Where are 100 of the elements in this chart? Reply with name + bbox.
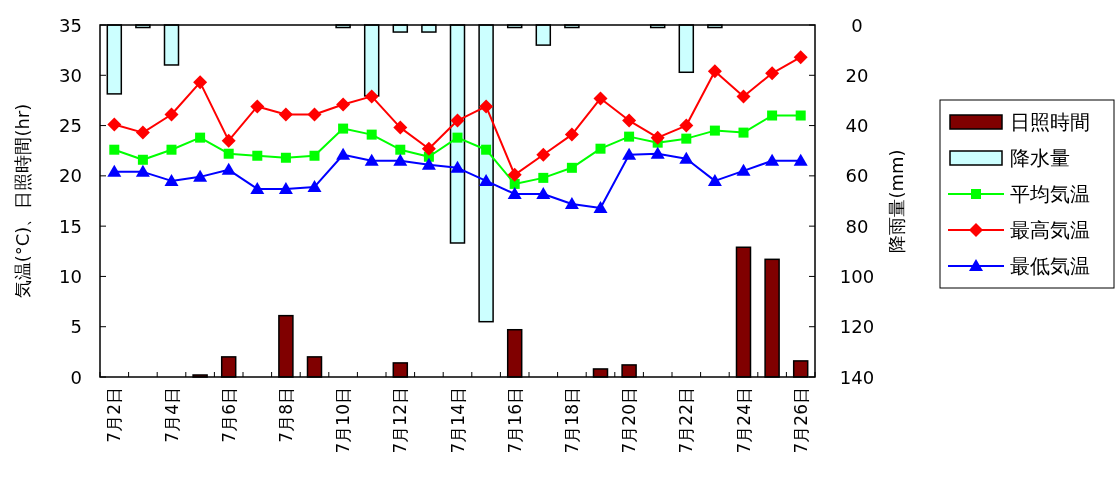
point: [622, 113, 637, 128]
y2-tick-label: 140: [839, 366, 875, 388]
point: [707, 173, 722, 186]
y-tick-label: 15: [59, 215, 82, 237]
point: [538, 172, 549, 183]
x-tick-label: 7月2日: [104, 387, 125, 443]
point: [765, 153, 780, 166]
y-tick-label: 0: [70, 366, 82, 388]
x-tick-label: 7月22日: [676, 387, 697, 454]
point: [767, 110, 778, 121]
point: [479, 99, 494, 114]
point: [564, 197, 579, 210]
point: [278, 107, 293, 122]
point: [736, 89, 751, 104]
point: [566, 162, 577, 173]
y-tick-label: 35: [59, 14, 82, 36]
y2-tick-label: 60: [845, 165, 869, 187]
point: [679, 118, 694, 133]
point: [309, 150, 320, 161]
point: [364, 153, 379, 166]
point: [252, 150, 263, 161]
y2-tick-label: 100: [839, 265, 875, 287]
point: [793, 50, 808, 65]
point: [366, 129, 377, 140]
point: [738, 127, 749, 138]
x-tick-label: 7月12日: [390, 387, 411, 454]
y2-axis-title: 降雨量(mm): [885, 149, 907, 253]
y-tick-label: 5: [70, 316, 82, 338]
point: [250, 181, 265, 194]
point: [223, 148, 234, 159]
point: [679, 151, 694, 164]
point: [452, 132, 463, 143]
point: [624, 131, 635, 142]
point: [421, 141, 436, 156]
point: [137, 154, 148, 165]
legend-label: 最高気温: [1010, 218, 1090, 242]
point: [681, 133, 692, 144]
legend-label: 平均気温: [1010, 182, 1090, 206]
point: [221, 162, 236, 175]
x-tick-label: 7月14日: [447, 387, 468, 454]
point: [595, 143, 606, 154]
point: [481, 144, 492, 155]
point: [536, 147, 551, 162]
point: [135, 125, 150, 140]
y-axis-title: 気温(°C)、日照時間(hr): [11, 103, 33, 299]
x-tick-label: 7月10日: [333, 387, 354, 454]
point: [336, 97, 351, 112]
point: [107, 117, 122, 132]
y-tick-label: 30: [59, 64, 82, 86]
x-tick-label: 7月8日: [275, 387, 296, 443]
x-tick-label: 7月6日: [218, 387, 239, 443]
point: [307, 107, 322, 122]
y2-tick-label: 0: [851, 14, 863, 36]
point: [795, 110, 806, 121]
point: [280, 152, 291, 163]
point: [221, 133, 236, 148]
y2-tick-label: 40: [845, 115, 869, 137]
point: [650, 146, 665, 159]
point: [393, 120, 408, 135]
point: [421, 157, 436, 170]
point: [622, 147, 637, 160]
point: [164, 107, 179, 122]
point: [338, 123, 349, 134]
y2-tick-label: 20: [845, 64, 869, 86]
point: [479, 173, 494, 186]
point: [166, 144, 177, 155]
point: [593, 201, 608, 214]
point: [736, 163, 751, 176]
y2-tick-label: 80: [845, 215, 869, 237]
x-tick-label: 7月4日: [161, 387, 182, 443]
y2-tick-label: 120: [839, 316, 875, 338]
point: [336, 147, 351, 160]
point: [564, 127, 579, 142]
point: [250, 99, 265, 114]
point: [395, 144, 406, 155]
x-tick-label: 7月18日: [561, 387, 582, 454]
point: [135, 164, 150, 177]
point: [765, 66, 780, 81]
point: [450, 113, 465, 128]
point: [709, 125, 720, 136]
point: [278, 181, 293, 194]
legend-label: 最低気温: [1010, 254, 1090, 278]
y-tick-label: 10: [59, 265, 82, 287]
point: [536, 186, 551, 199]
point: [450, 160, 465, 173]
point: [707, 64, 722, 79]
point: [793, 153, 808, 166]
point: [107, 164, 122, 177]
point: [195, 132, 206, 143]
point: [507, 167, 522, 182]
legend-label: 降水量: [1010, 146, 1070, 170]
y-tick-label: 25: [59, 115, 82, 137]
point: [307, 179, 322, 192]
x-tick-label: 7月26日: [790, 387, 811, 454]
x-tick-label: 7月24日: [733, 387, 754, 454]
point: [364, 89, 379, 104]
point: [193, 169, 208, 182]
x-tick-label: 7月20日: [619, 387, 640, 454]
x-tick-label: 7月16日: [504, 387, 525, 454]
point: [650, 130, 665, 145]
